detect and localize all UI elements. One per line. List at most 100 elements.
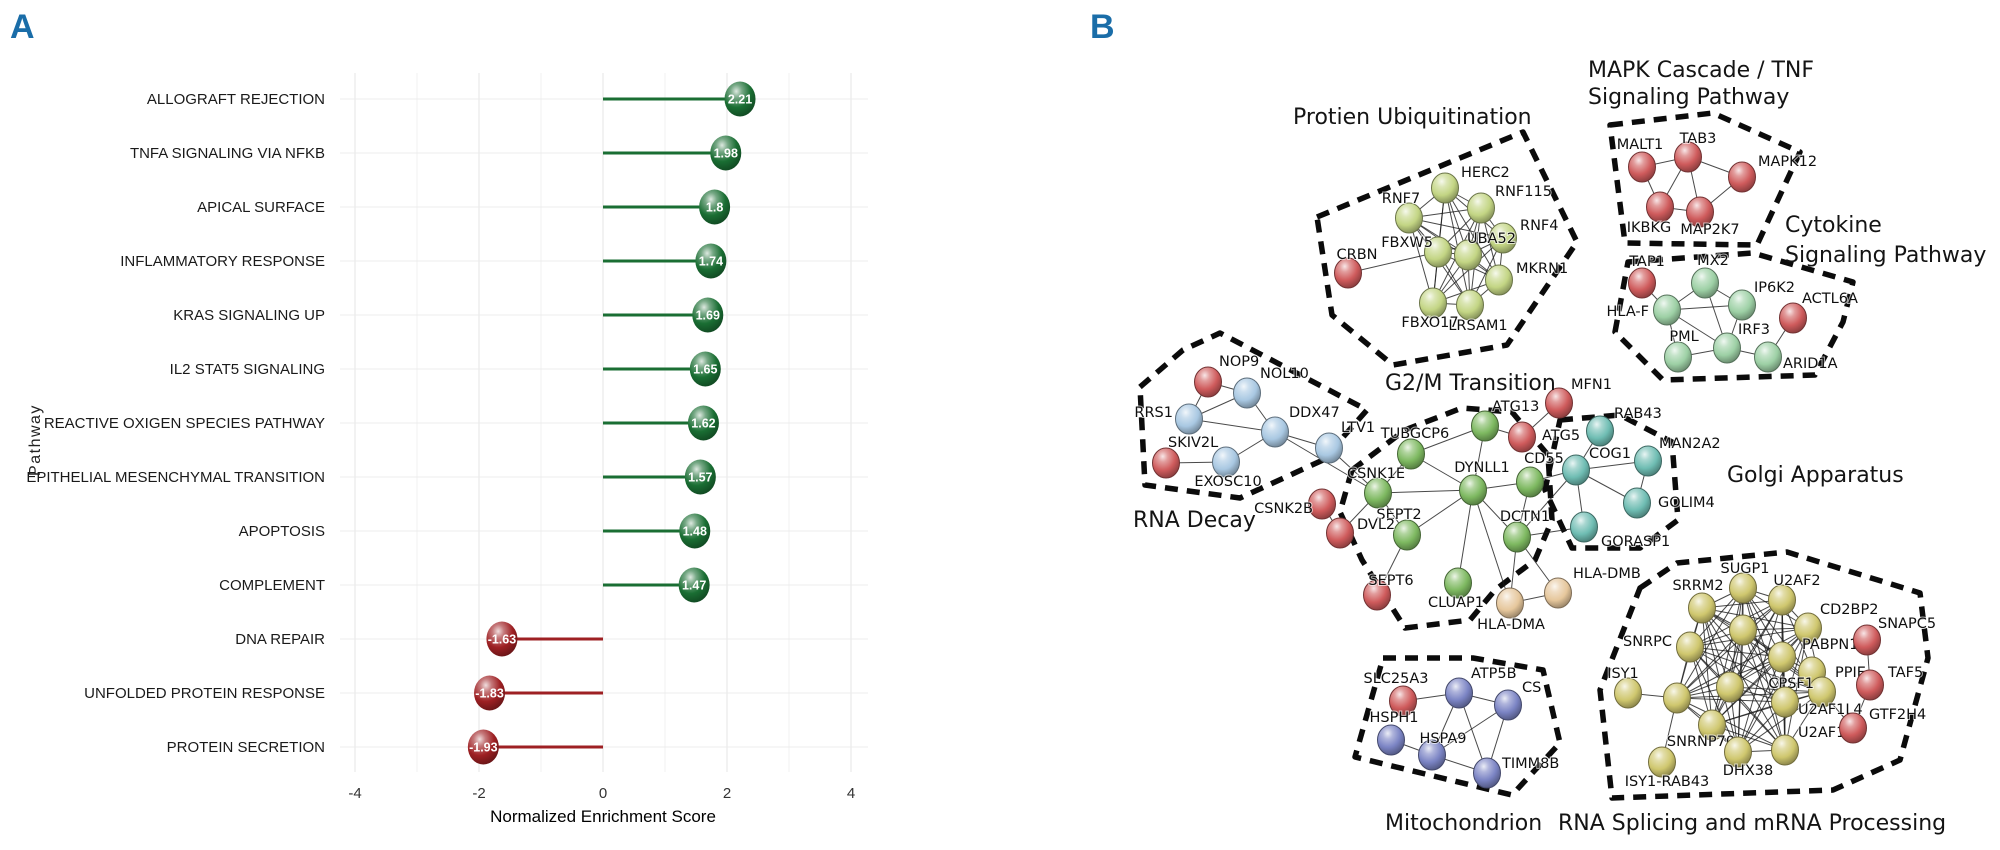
gene-label-IRF3: IRF3 xyxy=(1738,322,1770,338)
gene-label-RNF115: RNF115 xyxy=(1495,184,1552,200)
gene-label-NOL10: NOL10 xyxy=(1260,366,1309,382)
gene-label-MX2: MX2 xyxy=(1697,253,1729,269)
gene-label-GORASP1: GORASP1 xyxy=(1601,534,1670,550)
gene-node-NOP9 xyxy=(1194,366,1222,398)
gene-node-RAB43 xyxy=(1586,415,1614,447)
gene-label-TAB3: TAB3 xyxy=(1679,131,1717,147)
nes-value: 1.69 xyxy=(696,309,720,323)
pathway-label: COMPLEMENT xyxy=(219,577,325,594)
panel-b-letter: B xyxy=(1090,8,1115,46)
gene-label-HERC2: HERC2 xyxy=(1461,165,1510,181)
pathway-label: TNFA SIGNALING VIA NFKB xyxy=(130,145,325,162)
gene-node-TAP1 xyxy=(1628,267,1656,299)
nes-value: -1.83 xyxy=(475,687,504,701)
gene-label-HLA-F: HLA-F xyxy=(1607,304,1650,320)
edge-CD2BP2-U2AF1 xyxy=(1784,627,1809,751)
gene-node-U2AF1L4 xyxy=(1771,686,1799,718)
edge-SUGP1-SNRNP70 xyxy=(1711,587,1744,726)
gene-node-SEPT6 xyxy=(1363,579,1391,611)
gene-node-RNF7 xyxy=(1395,202,1423,234)
cluster-titles: Protien Ubiquitination MAPK Cascade / TNF… xyxy=(1133,58,1986,836)
gene-node-SPL_H1 xyxy=(1663,682,1691,714)
edge-SPL_H2-U2AF1 xyxy=(1742,629,1786,751)
gene-label-COG1: COG1 xyxy=(1589,446,1631,462)
edge-U2AF2-SPL_H1 xyxy=(1676,599,1783,699)
gene-node-TIMM8B xyxy=(1473,757,1501,789)
gene-label-MALT1: MALT1 xyxy=(1617,137,1664,153)
gene-label-TIMM8B: TIMM8B xyxy=(1501,756,1559,772)
edge-DCTN1-COG1 xyxy=(1516,469,1577,538)
gene-node-SLC25A3 xyxy=(1389,685,1417,717)
edge-SUGP1-SPL_H1 xyxy=(1676,587,1744,699)
gene-label-DYNLL1: DYNLL1 xyxy=(1454,460,1509,476)
gene-node-CLUAP1 xyxy=(1444,567,1472,599)
gene-label-ISY1: ISY1 xyxy=(1607,666,1639,682)
gene-node-SKIV2L xyxy=(1152,447,1180,479)
gene-node-HSPH1 xyxy=(1377,724,1405,756)
cluster-hull-rna-decay xyxy=(1137,330,1370,501)
gene-node-SPL_H3 xyxy=(1716,671,1744,703)
gene-label-PML: PML xyxy=(1669,329,1698,345)
gene-label-CS: CS xyxy=(1522,680,1541,696)
nes-value: 1.47 xyxy=(682,579,706,593)
gene-label-TUBGCP6: TUBGCP6 xyxy=(1380,426,1450,442)
gene-node-PABPN1 xyxy=(1768,641,1796,673)
gene-label-U2AF2: U2AF2 xyxy=(1773,573,1820,589)
gene-node-IP6K2 xyxy=(1728,289,1756,321)
gene-label-RNF4: RNF4 xyxy=(1520,218,1559,234)
gene-node-CPSF1 xyxy=(1808,676,1836,708)
gene-label-MAN2A2: MAN2A2 xyxy=(1659,436,1721,452)
gene-label-MFN1: MFN1 xyxy=(1571,377,1612,393)
edge-SRRM2-CD2BP2 xyxy=(1701,607,1809,629)
gene-label-U2AF1: U2AF1 xyxy=(1798,725,1845,741)
gene-node-HSPA9 xyxy=(1418,739,1446,771)
gene-label-ATG5: ATG5 xyxy=(1542,428,1580,444)
pathway-label: EPITHELIAL MESENCHYMAL TRANSITION xyxy=(26,469,325,486)
gene-label-LTV1: LTV1 xyxy=(1341,420,1375,436)
lollipop-ball xyxy=(724,81,756,117)
lollipop-ball xyxy=(695,243,727,279)
gene-label-RNF7: RNF7 xyxy=(1382,191,1421,207)
gene-node-ISY1_RAB43 xyxy=(1648,746,1676,778)
gene-node-PML xyxy=(1664,341,1692,373)
gene-label-HSPH1: HSPH1 xyxy=(1370,710,1419,726)
x-tick-label: -4 xyxy=(348,785,361,802)
edge-SPL_H2-SPL_H1 xyxy=(1676,629,1744,699)
gene-label-SLC25A3: SLC25A3 xyxy=(1363,671,1428,687)
gene-node-DVL2 xyxy=(1326,517,1354,549)
pathway-label: UNFOLDED PROTEIN RESPONSE xyxy=(84,685,325,702)
x-axis-title: Normalized Enrichment Score xyxy=(490,807,716,826)
gene-label-SKIV2L: SKIV2L xyxy=(1168,435,1218,451)
lollipop-ball xyxy=(678,567,710,603)
gene-label-CLUAP1: CLUAP1 xyxy=(1428,595,1484,611)
gene-node-TAF5 xyxy=(1856,669,1884,701)
gene-label-DDX47: DDX47 xyxy=(1289,405,1340,421)
gene-node-CRBN xyxy=(1334,257,1362,289)
nes-value: 1.98 xyxy=(714,147,738,161)
cluster-title-cytokine: Signaling Pathway xyxy=(1785,243,1986,268)
gene-node-CS xyxy=(1494,689,1522,721)
gene-node-U2AF1 xyxy=(1771,734,1799,766)
cluster-hull-cytokine xyxy=(1612,250,1856,383)
gene-label-FBXO17: FBXO17 xyxy=(1401,315,1458,331)
cluster-hull-mitochondrion xyxy=(1352,655,1563,798)
edge-CRBN-FBXW5 xyxy=(1347,251,1439,274)
pathway-label: APICAL SURFACE xyxy=(197,199,325,216)
nes-lollipop-chart: -4 -2 0 2 4 ALLOGRAFT REJECTION 2.21 TNFA SIGNA… xyxy=(26,73,868,826)
edge-CPSF1-DHX38 xyxy=(1737,691,1823,753)
lollipop-ball xyxy=(684,459,716,495)
gene-label-HSPA9: HSPA9 xyxy=(1419,731,1466,747)
gene-label-SEPT2: SEPT2 xyxy=(1376,507,1421,523)
gene-node-DYNLL1 xyxy=(1459,474,1487,506)
cluster-hull-rna-splicing xyxy=(1597,549,1931,801)
gene-label-ARID1A: ARID1A xyxy=(1783,356,1838,372)
gene-label-CSNK1E: CSNK1E xyxy=(1347,466,1405,482)
cluster-hull-golgi-apparatus xyxy=(1542,412,1681,551)
gene-label-SRRM2: SRRM2 xyxy=(1672,578,1723,594)
gene-node-DHX38 xyxy=(1724,736,1752,768)
gene-label-CRBN: CRBN xyxy=(1337,247,1378,263)
nes-value: 1.65 xyxy=(693,363,717,377)
gene-label-MAPK12: MAPK12 xyxy=(1758,154,1817,170)
gene-node-FBXO17 xyxy=(1419,287,1447,319)
edge-SPL_H1-U2AF1 xyxy=(1676,697,1786,751)
